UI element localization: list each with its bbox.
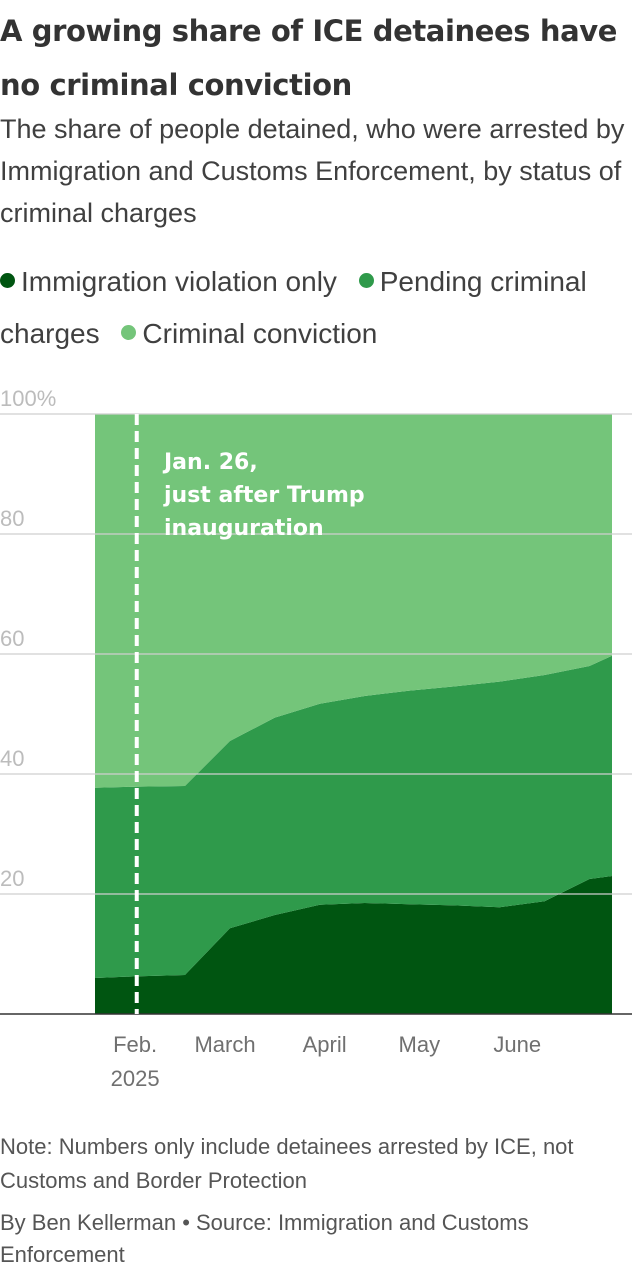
chart-title: A growing share of ICE detainees have no… [0, 14, 618, 102]
legend-item-criminal-conviction: Criminal conviction [121, 318, 377, 349]
x-tick-sublabel-feb: 2025 [111, 1066, 160, 1091]
area-series-pending-criminal-charges [95, 655, 612, 978]
legend-label-pending-charges: Pending criminal charges [0, 266, 587, 349]
legend-swatch-criminal-conviction [121, 325, 137, 340]
x-tick-label-april: April [303, 1032, 347, 1057]
y-tick-label-40: 40 [0, 746, 24, 771]
chart-credit: By Ben Kellerman • Source: Immigration a… [0, 1210, 529, 1267]
stacked-area-chart: 20 40 60 80 100% Feb. 2025 March April May June Jan… [0, 386, 632, 1091]
x-tick-label-june: June [493, 1032, 541, 1057]
legend: Immigration violation only Pending crimi… [0, 256, 636, 360]
legend-item-pending-charges: Pending criminal charges [0, 266, 587, 349]
area-series-immigration-violation-only [95, 876, 612, 1014]
x-tick-label-march: March [194, 1032, 255, 1057]
legend-label-criminal-conviction: Criminal conviction [142, 318, 378, 349]
legend-swatch-immigration-only [0, 273, 15, 288]
y-tick-label-80: 80 [0, 506, 24, 531]
x-tick-label-may: May [399, 1032, 441, 1057]
area-series-criminal-conviction [95, 414, 612, 788]
chart-subtitle: The share of people detained, who were a… [0, 114, 625, 228]
chart-note: Note: Numbers only include detainees arr… [0, 1134, 574, 1193]
y-tick-label-100: 100% [0, 386, 56, 411]
legend-item-immigration-only: Immigration violation only [0, 266, 337, 297]
annotation-text-line-2: just after Trump [163, 483, 365, 508]
annotation-text-line-3: inauguration [164, 516, 324, 541]
y-tick-label-20: 20 [0, 866, 24, 891]
legend-label-immigration-only: Immigration violation only [21, 266, 337, 297]
legend-swatch-pending-charges [358, 273, 374, 288]
y-tick-label-60: 60 [0, 626, 24, 651]
annotation-text-line-1: Jan. 26, [162, 450, 258, 475]
x-tick-label-feb: Feb. [113, 1032, 157, 1057]
